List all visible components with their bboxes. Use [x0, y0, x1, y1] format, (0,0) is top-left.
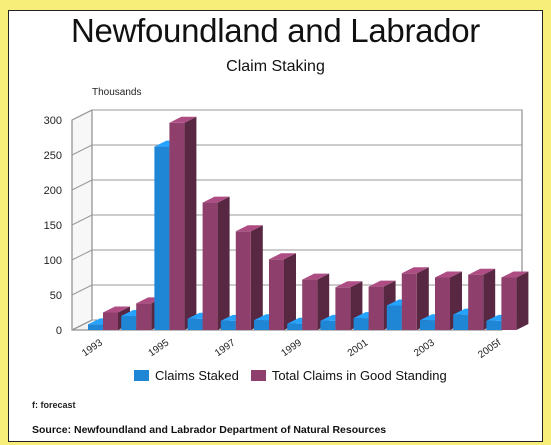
bar-total-claims — [202, 202, 218, 330]
bar-claims-staked — [287, 323, 303, 330]
bar-total-claims — [302, 279, 318, 330]
y-axis-unit-label: Thousands — [92, 87, 142, 98]
gridline-side — [71, 109, 93, 121]
bar-claims-staked — [453, 314, 469, 330]
bar-total-claims-top — [302, 273, 330, 280]
bar-total-claims — [269, 259, 284, 330]
bar-total-claims-side — [516, 271, 529, 330]
bar-total-claims-top — [235, 225, 263, 232]
bar-total-claims-side — [416, 267, 429, 330]
bar-claims-staked — [88, 324, 103, 330]
gridline-side — [71, 144, 93, 156]
bar-claims-staked — [220, 320, 236, 330]
bar-claims-staked — [353, 318, 369, 330]
bar-claims-staked — [386, 305, 402, 330]
y-tick-label: 200 — [44, 185, 62, 197]
bar-total-claims-top — [435, 271, 462, 278]
bar-total-claims-top — [468, 268, 496, 275]
bar-total-claims — [103, 312, 118, 330]
bar-total-claims-top — [401, 267, 429, 274]
bar-total-claims-side — [317, 273, 330, 330]
y-tick-label: 250 — [44, 150, 62, 162]
chart-panel — [8, 10, 543, 442]
x-tick-label: 1993 — [80, 337, 105, 359]
bar-total-claims — [501, 277, 517, 330]
bar-total-claims-top — [368, 280, 396, 287]
bar-total-claims-side — [250, 225, 263, 330]
bar-total-claims-side — [184, 116, 197, 330]
x-tick-label: 2001 — [346, 337, 371, 359]
bar-total-claims-top — [269, 253, 296, 260]
y-tick-label: 150 — [44, 220, 62, 232]
x-tick-label: 2005f — [476, 337, 503, 360]
bar-total-claims — [335, 287, 351, 330]
bar-claims-staked — [420, 320, 435, 330]
bar-total-claims — [368, 286, 384, 330]
chart-title: Claim Staking — [226, 58, 325, 75]
bar-claims-staked — [486, 320, 502, 330]
x-tick-label: 2003 — [412, 337, 437, 359]
bar-total-claims — [235, 231, 251, 330]
chart-legend: Claims Staked Total Claims in Good Stand… — [134, 368, 459, 383]
bar-claims-staked — [254, 320, 269, 330]
bar-total-claims — [435, 277, 450, 330]
bar-claims-staked — [154, 146, 170, 330]
bar-total-claims-side — [217, 196, 230, 330]
bar-total-claims-top — [335, 281, 363, 288]
bar-total-claims-top — [103, 306, 130, 313]
x-tick-label: 1995 — [147, 337, 172, 359]
bar-total-claims-top — [501, 271, 529, 278]
bar-total-claims — [169, 122, 185, 330]
bar-total-claims-top — [169, 116, 197, 123]
bar-claims-staked — [187, 318, 203, 330]
legend-item-claims-staked: Claims Staked — [134, 368, 239, 383]
legend-swatch-claims-staked — [134, 370, 149, 381]
y-tick-label: 50 — [50, 290, 62, 302]
forecast-note: f: forecast — [32, 400, 76, 410]
legend-label-total-claims: Total Claims in Good Standing — [271, 368, 447, 383]
bar-total-claims — [401, 273, 417, 330]
x-tick-label: 1997 — [213, 337, 238, 359]
bar-total-claims — [468, 274, 484, 330]
legend-swatch-total-claims — [250, 370, 266, 381]
legend-item-total-claims: Total Claims in Good Standing — [250, 368, 447, 383]
y-tick-label: 0 — [56, 325, 62, 337]
bar-claims-staked — [121, 316, 137, 330]
gridline-side — [71, 284, 93, 296]
gridline-side — [71, 179, 93, 191]
y-tick-label: 100 — [44, 255, 62, 267]
legend-label-claims-staked: Claims Staked — [155, 368, 239, 383]
bar-total-claims-top — [202, 196, 230, 203]
page-title: Newfoundland and Labrador — [71, 12, 480, 49]
gridline-side — [71, 214, 93, 226]
bar-total-claims-side — [284, 253, 296, 330]
gridline-side — [71, 319, 93, 331]
bar-total-claims-side — [483, 268, 496, 330]
bar-total-claims — [136, 303, 152, 330]
gridline-side — [71, 249, 93, 261]
y-tick-label: 300 — [44, 115, 62, 127]
bar-claims-staked — [320, 320, 336, 330]
x-tick-label: 1999 — [279, 337, 304, 359]
source-note: Source: Newfoundland and Labrador Depart… — [32, 424, 387, 436]
